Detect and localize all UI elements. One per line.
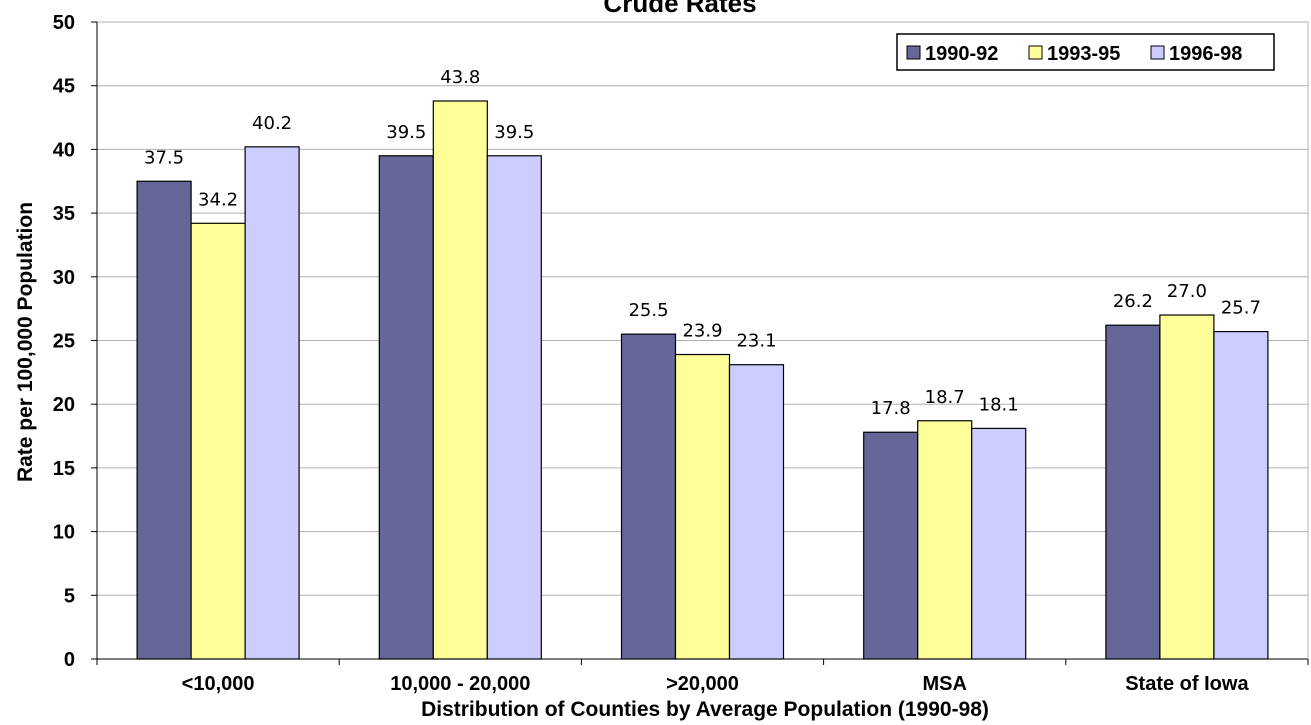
data-label: 18.1: [979, 394, 1019, 415]
y-tick-label: 30: [53, 267, 75, 289]
bar: [728, 364, 785, 660]
bar: [674, 353, 731, 660]
legend-label: 1990-92: [925, 43, 998, 65]
data-label: 43.8: [440, 67, 480, 88]
bar: [1159, 314, 1215, 660]
data-label: 25.7: [1221, 298, 1261, 319]
data-label: 26.2: [1113, 291, 1153, 312]
bar: [486, 155, 542, 660]
y-tick-label: 0: [64, 649, 75, 671]
bar: [1213, 330, 1269, 660]
y-tick-label: 40: [53, 139, 75, 161]
y-tick-labels: 0 5 10 15 20 25 30 35 40 45 50: [53, 12, 75, 671]
bar: [190, 222, 246, 660]
bar: [432, 100, 488, 660]
bars: [136, 100, 1269, 660]
y-tick-label: 25: [53, 331, 75, 353]
data-label: 18.7: [925, 387, 965, 408]
chart-title: Crude Rates: [603, 0, 756, 18]
data-label: 37.5: [144, 147, 184, 168]
y-tick-label: 20: [53, 394, 75, 416]
x-category-label: MSA: [922, 673, 966, 695]
data-labels: 37.5 34.2 40.2 39.5 43.8 39.5 25.5 23.9 23.1 17.8…: [144, 67, 1261, 419]
data-label: 25.5: [628, 300, 668, 321]
legend-label: 1993-95: [1047, 43, 1120, 65]
x-category-label: 10,000 - 20,000: [390, 673, 530, 695]
y-tick-label: 5: [64, 585, 75, 607]
y-tick-label: 10: [53, 522, 75, 544]
data-label: 17.8: [871, 398, 911, 419]
y-axis-label: Rate per 100,000 Population: [14, 202, 37, 482]
y-tick-label: 15: [53, 458, 75, 480]
y-tick-label: 50: [53, 12, 75, 34]
data-label: 40.2: [252, 113, 292, 134]
legend-label: 1996-98: [1169, 43, 1242, 65]
data-label: 27.0: [1167, 281, 1207, 302]
legend-swatch: [906, 45, 921, 60]
legend: 1990-92 1993-95 1996-98: [896, 33, 1275, 71]
x-axis-label: Distribution of Counties by Average Popu…: [421, 698, 989, 721]
bar: [620, 333, 677, 660]
x-category-label: State of Iowa: [1125, 673, 1249, 695]
legend-swatch: [1028, 45, 1043, 60]
x-category-labels: <10,000 10,000 - 20,000 >20,000 MSA State of…: [182, 673, 1250, 695]
data-label: 23.9: [682, 321, 722, 342]
data-label: 39.5: [494, 122, 534, 143]
bar: [917, 420, 973, 660]
axes: [91, 21, 1309, 665]
y-tick-label: 35: [53, 203, 75, 225]
bar: [971, 427, 1027, 660]
bar: [136, 180, 192, 660]
data-label: 34.2: [198, 189, 238, 210]
y-tick-label: 45: [53, 76, 75, 98]
data-label: 39.5: [386, 122, 426, 143]
bar: [378, 155, 434, 660]
bar: [863, 431, 919, 660]
legend-box: [896, 33, 1275, 71]
data-label: 23.1: [736, 331, 776, 352]
bar: [1105, 324, 1161, 660]
x-category-label: >20,000: [666, 673, 739, 695]
legend-swatch: [1150, 45, 1165, 60]
x-category-label: <10,000: [182, 673, 255, 695]
bar: [244, 146, 300, 660]
